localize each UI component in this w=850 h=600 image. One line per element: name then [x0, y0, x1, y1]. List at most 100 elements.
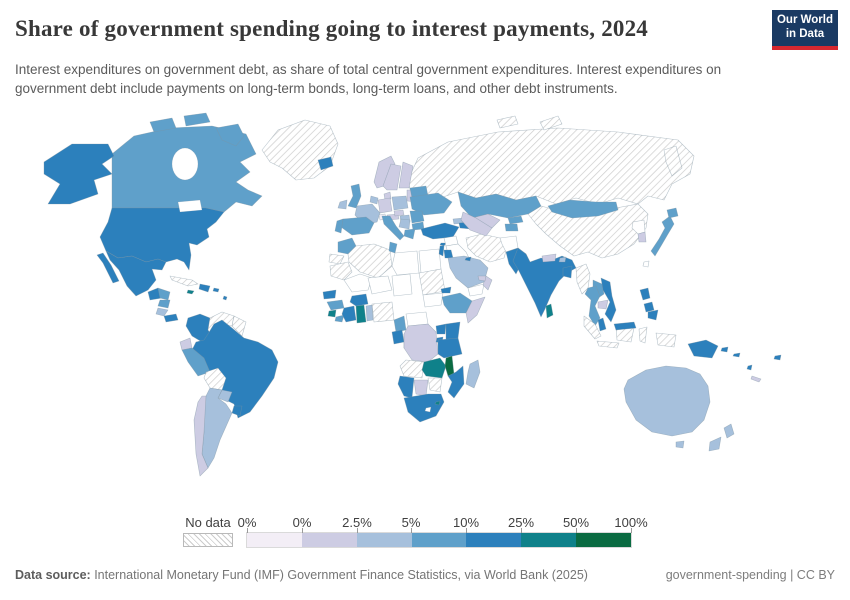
country-gabon[interactable] [391, 329, 405, 345]
country-italy[interactable] [381, 215, 405, 241]
country-philippines-mindanao[interactable] [647, 309, 659, 321]
country-cambodia[interactable] [597, 299, 609, 310]
country-iceland[interactable] [317, 156, 334, 171]
country-namibia[interactable] [397, 375, 415, 399]
country-greece[interactable] [403, 228, 416, 240]
country-balkans[interactable] [398, 218, 411, 230]
country-cuba[interactable] [169, 275, 199, 287]
country-greenland[interactable] [261, 119, 339, 181]
country-tajikistan[interactable] [504, 223, 519, 232]
owid-logo[interactable]: Our World in Data [772, 10, 838, 50]
country-australia-tasmania[interactable] [675, 440, 685, 449]
country-liberia[interactable] [334, 314, 345, 323]
country-png-new-britain[interactable] [720, 346, 729, 353]
country-cameroon[interactable] [393, 315, 407, 333]
country-indonesia-papua[interactable] [655, 332, 677, 348]
country-senegal[interactable] [322, 289, 337, 300]
legend-color-bar[interactable] [246, 532, 632, 548]
legend-swatch-1[interactable] [301, 533, 357, 547]
country-libya[interactable] [391, 250, 420, 276]
country-bhutan[interactable] [558, 256, 567, 263]
country-papua-new-guinea[interactable] [687, 339, 719, 359]
country-sri-lanka[interactable] [545, 303, 554, 319]
country-ireland[interactable] [337, 199, 348, 210]
legend-swatch-3[interactable] [411, 533, 467, 547]
country-panama[interactable] [163, 313, 179, 323]
country-vanuatu[interactable] [746, 364, 753, 371]
country-new-zealand-north[interactable] [723, 423, 735, 439]
country-norway[interactable] [373, 155, 396, 189]
country-mozambique[interactable] [447, 365, 465, 399]
country-canada-island-1[interactable] [149, 117, 177, 133]
country-canada-baffin[interactable] [215, 123, 245, 147]
country-mongolia[interactable] [547, 199, 619, 219]
country-uganda[interactable] [435, 323, 447, 335]
country-sierra-leone[interactable] [327, 309, 337, 318]
country-vietnam[interactable] [600, 277, 617, 323]
no-data-swatch[interactable] [183, 533, 233, 547]
country-botswana[interactable] [413, 379, 429, 397]
country-united-kingdom[interactable] [347, 183, 362, 209]
country-new-caledonia[interactable] [750, 375, 762, 383]
country-indonesia-sulawesi[interactable] [638, 326, 648, 344]
license-note[interactable]: government-spending | CC BY [665, 568, 835, 582]
country-nepal[interactable] [541, 253, 557, 263]
country-uruguay[interactable] [231, 405, 243, 417]
country-iran[interactable] [465, 233, 509, 263]
country-australia[interactable] [623, 365, 711, 437]
country-malawi[interactable] [444, 355, 455, 377]
country-chad[interactable] [391, 273, 413, 297]
country-lesotho[interactable] [424, 406, 432, 413]
country-drc[interactable] [403, 323, 439, 363]
country-eritrea[interactable] [440, 286, 452, 294]
country-indonesia-sumatra[interactable] [583, 315, 602, 340]
legend-swatch-5[interactable] [521, 533, 577, 547]
country-mali[interactable] [343, 273, 373, 293]
country-finland[interactable] [398, 161, 414, 189]
country-chile[interactable] [193, 395, 209, 477]
country-burkina-faso[interactable] [349, 293, 369, 307]
country-dominican-republic[interactable] [198, 283, 211, 293]
country-togo-benin[interactable] [365, 304, 374, 322]
country-madagascar[interactable] [465, 359, 481, 389]
country-jamaica[interactable] [186, 289, 195, 295]
country-south-africa[interactable] [403, 393, 445, 423]
country-portugal[interactable] [334, 218, 344, 234]
country-japan-honshu[interactable] [650, 215, 675, 257]
country-poland[interactable] [391, 195, 409, 211]
country-philippines-visayas[interactable] [643, 301, 655, 313]
country-japan-hokkaido[interactable] [666, 207, 679, 219]
country-tunisia[interactable] [388, 241, 398, 254]
country-russia-svalbard[interactable] [496, 115, 519, 129]
country-guinea[interactable] [326, 299, 345, 311]
country-india[interactable] [512, 247, 577, 318]
country-kuwait[interactable] [464, 256, 472, 262]
country-mexico[interactable] [105, 250, 167, 297]
country-spain[interactable] [340, 216, 375, 236]
country-mexico-baja[interactable] [96, 252, 120, 284]
country-niger[interactable] [367, 275, 393, 295]
country-tanzania[interactable] [437, 337, 463, 359]
country-canada-island-2[interactable] [183, 112, 211, 127]
country-indonesia-java[interactable] [596, 340, 620, 349]
country-south-korea[interactable] [637, 231, 647, 243]
country-costa-rica[interactable] [155, 307, 169, 317]
country-netherlands-belgium[interactable] [369, 195, 379, 205]
country-yemen[interactable] [467, 283, 485, 297]
country-russia-kamchatka[interactable] [663, 145, 683, 177]
country-honduras[interactable] [157, 287, 171, 301]
country-central-african-republic[interactable] [405, 311, 429, 327]
country-taiwan[interactable] [642, 260, 650, 268]
country-czechia[interactable] [393, 209, 405, 217]
legend-swatch-6[interactable] [576, 533, 632, 547]
country-germany[interactable] [377, 197, 393, 214]
country-nicaragua[interactable] [157, 299, 171, 309]
country-lesser-antilles[interactable] [222, 295, 228, 301]
country-angola[interactable] [399, 359, 425, 379]
country-ukraine[interactable] [409, 192, 453, 216]
country-fiji[interactable] [773, 354, 782, 361]
country-eswatini[interactable] [434, 400, 441, 406]
country-malaysia-peninsula[interactable] [597, 317, 607, 332]
country-puerto-rico[interactable] [212, 287, 220, 293]
legend-swatch-2[interactable] [356, 533, 412, 547]
